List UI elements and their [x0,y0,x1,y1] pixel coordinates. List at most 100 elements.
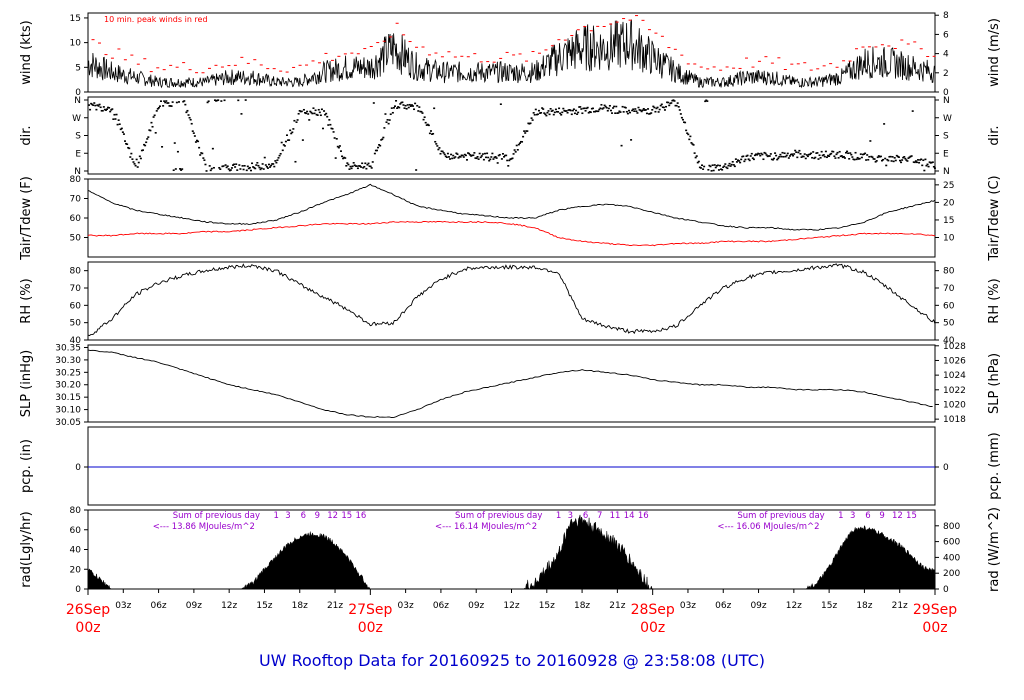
dir-point [805,154,808,156]
dir-point [445,156,448,159]
dir-point [525,130,528,132]
dir-point [299,110,302,113]
dir-point [151,125,154,128]
dir-point [746,154,749,157]
dir-point [794,149,797,152]
dir-point [764,152,767,155]
dir-point [611,112,614,114]
dir-point [449,158,452,160]
dir-point [924,158,927,161]
dir-point [605,106,608,109]
dir-point [884,157,887,160]
dir-point [883,123,886,125]
y-tick-label-right-6: 200 [943,569,960,579]
dir-point [893,157,896,159]
dir-point [897,156,900,158]
dir-point [135,158,138,161]
dir-point [157,107,160,109]
y-tick-label-left-3: 70 [70,284,82,294]
dir-point [263,156,266,159]
dir-point [315,113,318,116]
dir-point [863,153,866,155]
dir-point [670,102,673,104]
dir-point [91,103,94,106]
dir-point [238,164,241,166]
dir-point [827,154,830,157]
dir-point [210,167,213,170]
radiation-sum-value: <--- 13.86 MJoules/m^2 [153,522,255,532]
dir-point [614,112,617,115]
dir-point [172,169,175,172]
dir-point [175,101,178,104]
y-tick-label-left-6: 80 [70,506,82,516]
dir-point [539,112,542,114]
dir-point [355,165,358,167]
dir-point [618,110,621,113]
dir-point [418,106,421,108]
dir-point [865,159,868,161]
x-tick-label: 06z [715,601,731,611]
dir-point [696,161,699,164]
dir-point [662,106,665,109]
dir-point [173,142,176,144]
dir-point [230,167,233,169]
dir-point [912,161,915,163]
dir-point [656,106,659,109]
dir-point [835,153,838,156]
dir-point [261,163,264,165]
dir-point [295,121,298,123]
dir-point [93,102,96,104]
dir-point [236,169,239,171]
dir-point [254,167,257,170]
y-tick-label-left-4: 30.35 [55,343,81,353]
y-tick-label-right-6: 800 [943,522,960,532]
y-tick-label-left-4: 30.15 [55,393,81,403]
dir-point [143,143,146,146]
dir-point [409,105,412,107]
radiation-hour-mark: 16 [638,511,649,521]
dir-point [244,99,247,101]
dir-point [385,121,388,123]
dir-point [97,105,100,107]
dir-point [857,158,860,160]
dir-point [147,136,150,138]
dir-point [388,119,391,121]
dir-point [569,109,572,112]
dir-point [744,158,747,161]
dir-point [518,142,521,145]
dir-point [729,165,732,167]
dir-point [933,167,936,169]
dir-point [368,165,371,167]
dir-label-right: N [943,96,950,106]
radiation-hour-mark: 7 [597,511,602,521]
dir-point [455,152,458,155]
dir-point [546,111,549,114]
dir-point [902,156,905,159]
dir-point [767,155,770,157]
dir-point [594,110,597,113]
dir-point [748,159,751,162]
dir-point [389,113,392,116]
dir-point [330,127,333,130]
dir-point [716,164,719,167]
dir-point [325,112,328,115]
dir-point [134,164,137,167]
y-tick-label-left-6: 0 [75,585,81,595]
dir-point [894,159,897,162]
dir-point [329,123,332,126]
dir-point [353,164,356,167]
dir-point [693,152,696,154]
dir-point [680,116,683,119]
dir-point [392,107,395,109]
dir-point [734,158,737,160]
dir-point [356,167,359,170]
dir-point [846,150,849,153]
dir-point [568,109,571,111]
dir-point [171,101,174,103]
dir-point [780,155,783,158]
dir-point [759,154,762,157]
dir-point [285,134,288,136]
dir-point [636,112,639,114]
y-tick-label-left-4: 30.25 [55,368,81,378]
